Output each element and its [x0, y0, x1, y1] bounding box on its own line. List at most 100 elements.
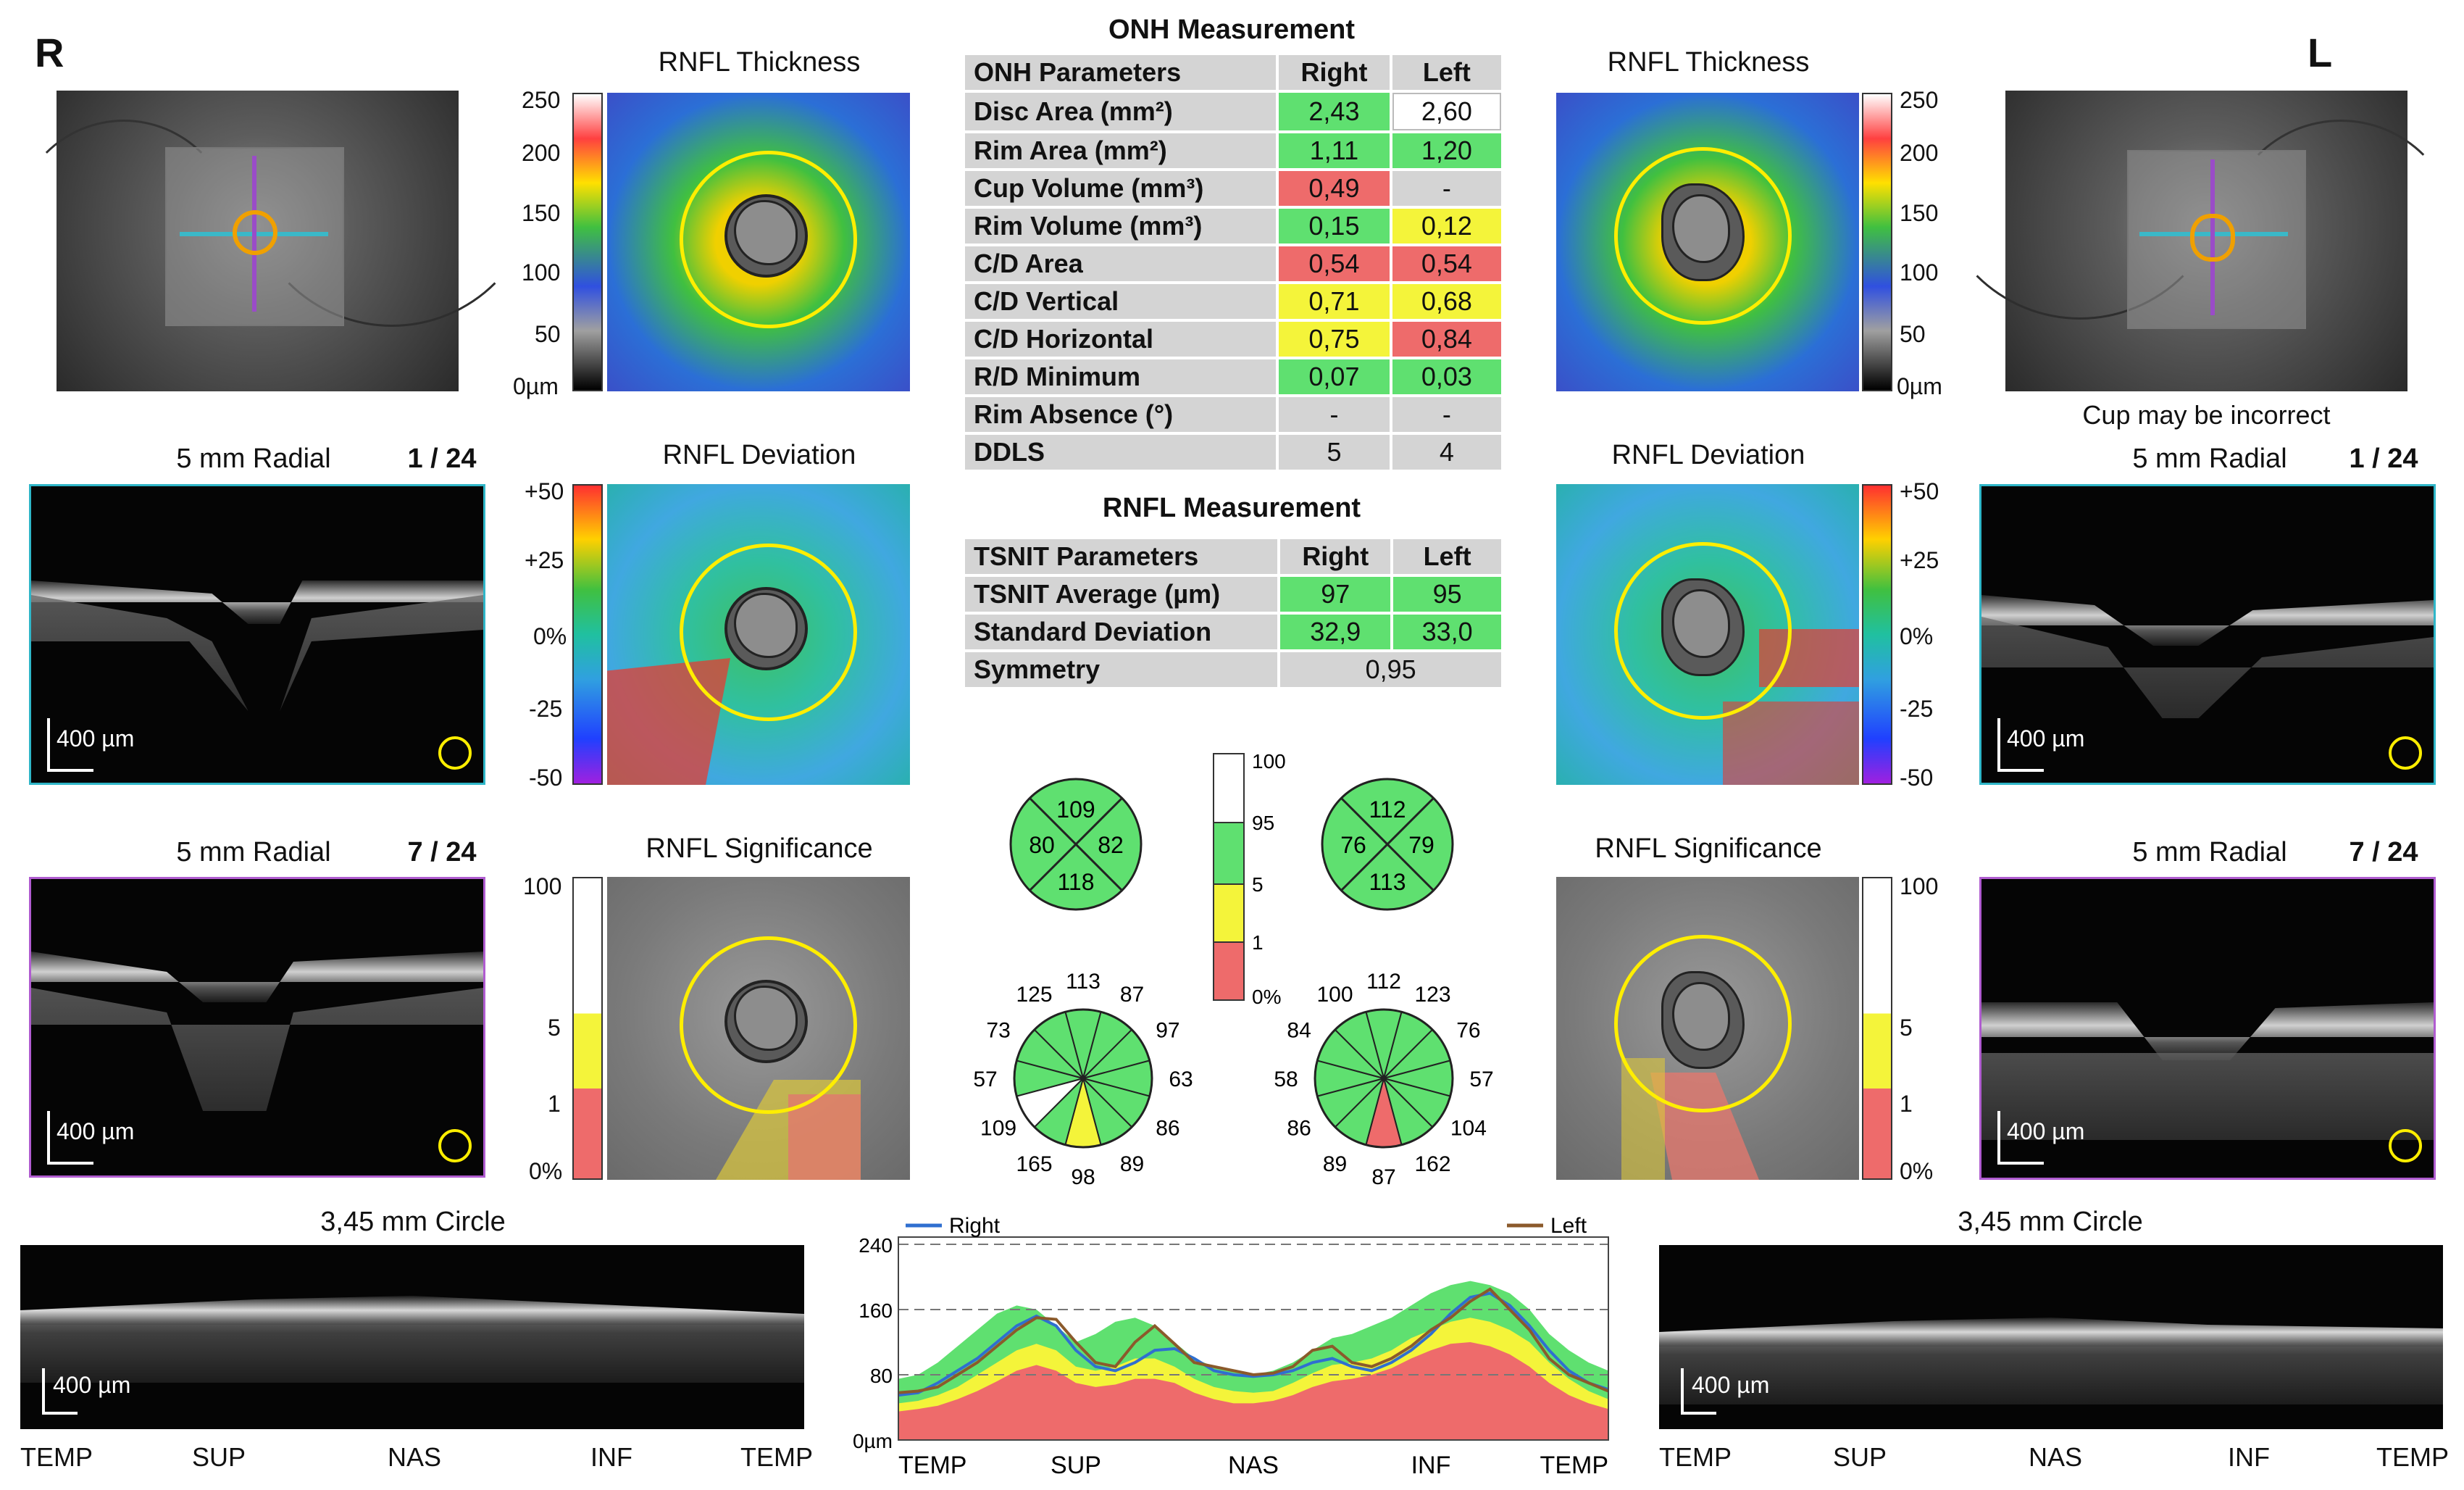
- right-quad-right: 82: [1098, 832, 1124, 858]
- left-quad-right: 79: [1408, 832, 1434, 858]
- plot-frame: [898, 1236, 1609, 1441]
- rnfl-header-parameters: TSNIT Parameters: [965, 539, 1278, 574]
- symmetry-label: Symmetry: [965, 652, 1278, 687]
- y-tick-label: 240: [859, 1234, 893, 1257]
- rnfl-header-left: Left: [1393, 539, 1501, 574]
- left-significance-tick: 100: [1900, 873, 1939, 899]
- scan-area-box: [2127, 150, 2306, 329]
- onh-header-parameters: ONH Parameters: [965, 55, 1277, 90]
- right-significance-colorbar: [572, 877, 603, 1180]
- right-eye-line: [898, 1291, 1609, 1397]
- right-rnfl-significance-map[interactable]: [607, 877, 910, 1180]
- legend-tick: 5: [1252, 873, 1264, 896]
- right-radial-bscan-7[interactable]: 400 µm: [29, 877, 485, 1178]
- scale-bar-label: 400 µm: [2007, 725, 2085, 752]
- left-fundus-image[interactable]: [1933, 91, 2459, 391]
- left-deviation-tick: +25: [1900, 547, 1939, 573]
- legend-left: Left: [1550, 1214, 1587, 1238]
- right-deviation-tick: -25: [529, 696, 563, 722]
- onh-left-value: 0,68: [1392, 284, 1501, 319]
- right-deviation-colorbar: [572, 484, 603, 785]
- onh-left-value: -: [1392, 171, 1501, 206]
- clock-outline: [1013, 1008, 1153, 1149]
- right-radial-bscan-1[interactable]: 400 µm: [29, 484, 485, 785]
- sector-label: TEMP: [740, 1442, 814, 1472]
- right-rnfl-deviation-map[interactable]: [607, 484, 910, 785]
- significance-legend: 100 95 5 1 0%: [1213, 750, 1286, 1008]
- sector-charts: 109 80 82 118 112 76 79 113 100 95 5 1 0…: [973, 750, 1493, 1189]
- left-deviation-tick: -50: [1900, 765, 1934, 791]
- clock-value: 89: [1323, 1152, 1347, 1176]
- clock-value: 63: [1169, 1067, 1193, 1091]
- clock-value: 109: [980, 1117, 1016, 1141]
- right-radial-index: 7 / 24: [407, 837, 477, 867]
- left-thickness-tick: 200: [1900, 140, 1939, 166]
- onh-table: ONH Parameters Right Left Disc Area (mm²…: [962, 52, 1504, 473]
- left-rnfl-thickness-title: RNFL Thickness: [1607, 47, 1810, 78]
- left-eye-label: L: [2308, 30, 2333, 75]
- onh-row-label: C/D Vertical: [965, 284, 1277, 319]
- right-thickness-tick: 200: [522, 140, 561, 166]
- left-rnfl-deviation-title: RNFL Deviation: [1611, 440, 1805, 470]
- right-quadrant-chart: 109 80 82 118: [1009, 778, 1143, 911]
- right-circle-bscan[interactable]: 400 µm: [20, 1245, 804, 1429]
- tsnit-chart[interactable]: 0µm 80 160 240 TEMP SUP NAS INF TEMP Right Left: [840, 1207, 1623, 1482]
- x-tick-label: SUP: [1051, 1452, 1101, 1479]
- legend-tick: 0%: [1252, 986, 1281, 1008]
- left-rnfl-significance-map[interactable]: [1556, 877, 1859, 1180]
- left-eye-line: [898, 1287, 1609, 1394]
- onh-right-value: 0,07: [1279, 359, 1390, 394]
- right-thickness-tick: 150: [522, 200, 561, 226]
- onh-row-label: Rim Absence (°): [965, 397, 1277, 432]
- rnfl-left-value: 95: [1393, 577, 1501, 612]
- left-circle-bscan[interactable]: 400 µm: [1659, 1245, 2443, 1429]
- clock-value: 73: [986, 1019, 1010, 1043]
- left-rnfl-deviation-map[interactable]: [1556, 484, 1859, 785]
- clock-value: 104: [1450, 1117, 1487, 1141]
- sector-label: INF: [2228, 1442, 2270, 1472]
- onh-right-value: -: [1279, 397, 1390, 432]
- left-deviation-tick: -25: [1900, 696, 1934, 722]
- clock-value: 86: [1287, 1117, 1311, 1141]
- table-row: TSNIT Parameters Right Left: [965, 539, 1501, 574]
- left-thickness-tick: 0µm: [1897, 373, 1942, 399]
- left-radial-bscan-7[interactable]: 400 µm: [1979, 877, 2436, 1180]
- left-significance-colorbar: [1862, 877, 1892, 1180]
- sector-label: SUP: [192, 1442, 246, 1472]
- clock-value: 123: [1414, 983, 1450, 1007]
- scale-bar-label: 400 µm: [1692, 1372, 1770, 1398]
- right-rnfl-significance-title: RNFL Significance: [646, 833, 873, 864]
- clock-value: 89: [1120, 1152, 1144, 1176]
- onh-header-right: Right: [1279, 55, 1390, 90]
- clock-value: 57: [1469, 1067, 1493, 1091]
- left-rnfl-significance-title: RNFL Significance: [1595, 833, 1822, 864]
- x-tick-label: NAS: [1228, 1452, 1279, 1479]
- right-fundus-image[interactable]: [13, 91, 539, 391]
- table-row: Rim Volume (mm³) 0,15 0,12: [965, 209, 1501, 244]
- right-significance-tick: 100: [523, 873, 562, 899]
- right-deviation-tick: -50: [529, 765, 563, 791]
- left-rnfl-thickness-map[interactable]: [1556, 93, 1859, 391]
- onh-left-value: 1,20: [1392, 133, 1501, 168]
- onh-header-left: Left: [1392, 55, 1501, 90]
- left-radial-title: 5 mm Radial: [2132, 444, 2287, 474]
- onh-row-label: Cup Volume (mm³): [965, 171, 1277, 206]
- left-quad-top: 112: [1369, 796, 1406, 823]
- table-row: C/D Area 0,54 0,54: [965, 246, 1501, 281]
- onh-left-value: 0,03: [1392, 359, 1501, 394]
- right-deviation-tick: 0%: [533, 623, 567, 649]
- y-tick-label: 80: [870, 1365, 893, 1387]
- right-rnfl-thickness-map[interactable]: [607, 93, 910, 391]
- left-radial-bscan-1[interactable]: 400 µm: [1979, 484, 2436, 785]
- sector-label: TEMP: [20, 1442, 93, 1472]
- left-deviation-tick: 0%: [1900, 623, 1934, 649]
- right-thickness-tick: 0µm: [513, 373, 559, 399]
- clock-value: 97: [1156, 1019, 1179, 1043]
- clock-outline: [1314, 1008, 1454, 1149]
- clock-value: 162: [1414, 1152, 1450, 1176]
- rnfl-row-label: TSNIT Average (µm): [965, 577, 1278, 612]
- left-significance-tick: 5: [1900, 1015, 1913, 1041]
- clock-value: 98: [1071, 1165, 1095, 1189]
